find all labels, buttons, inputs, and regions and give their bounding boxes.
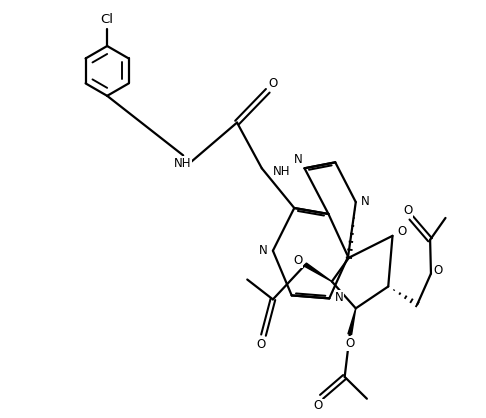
Polygon shape bbox=[348, 308, 356, 334]
Text: O: O bbox=[268, 77, 278, 90]
Text: O: O bbox=[293, 254, 302, 267]
Text: NH: NH bbox=[174, 157, 191, 170]
Text: O: O bbox=[313, 399, 323, 413]
Text: Cl: Cl bbox=[101, 13, 114, 26]
Text: O: O bbox=[397, 225, 406, 238]
Text: O: O bbox=[345, 337, 354, 350]
Text: O: O bbox=[434, 264, 443, 277]
Text: N: N bbox=[259, 244, 267, 257]
Text: N: N bbox=[361, 195, 369, 208]
Text: O: O bbox=[403, 204, 413, 217]
Text: O: O bbox=[257, 338, 266, 351]
Text: N: N bbox=[334, 291, 343, 303]
Text: N: N bbox=[294, 153, 303, 166]
Text: NH: NH bbox=[273, 165, 290, 178]
Polygon shape bbox=[304, 263, 332, 281]
